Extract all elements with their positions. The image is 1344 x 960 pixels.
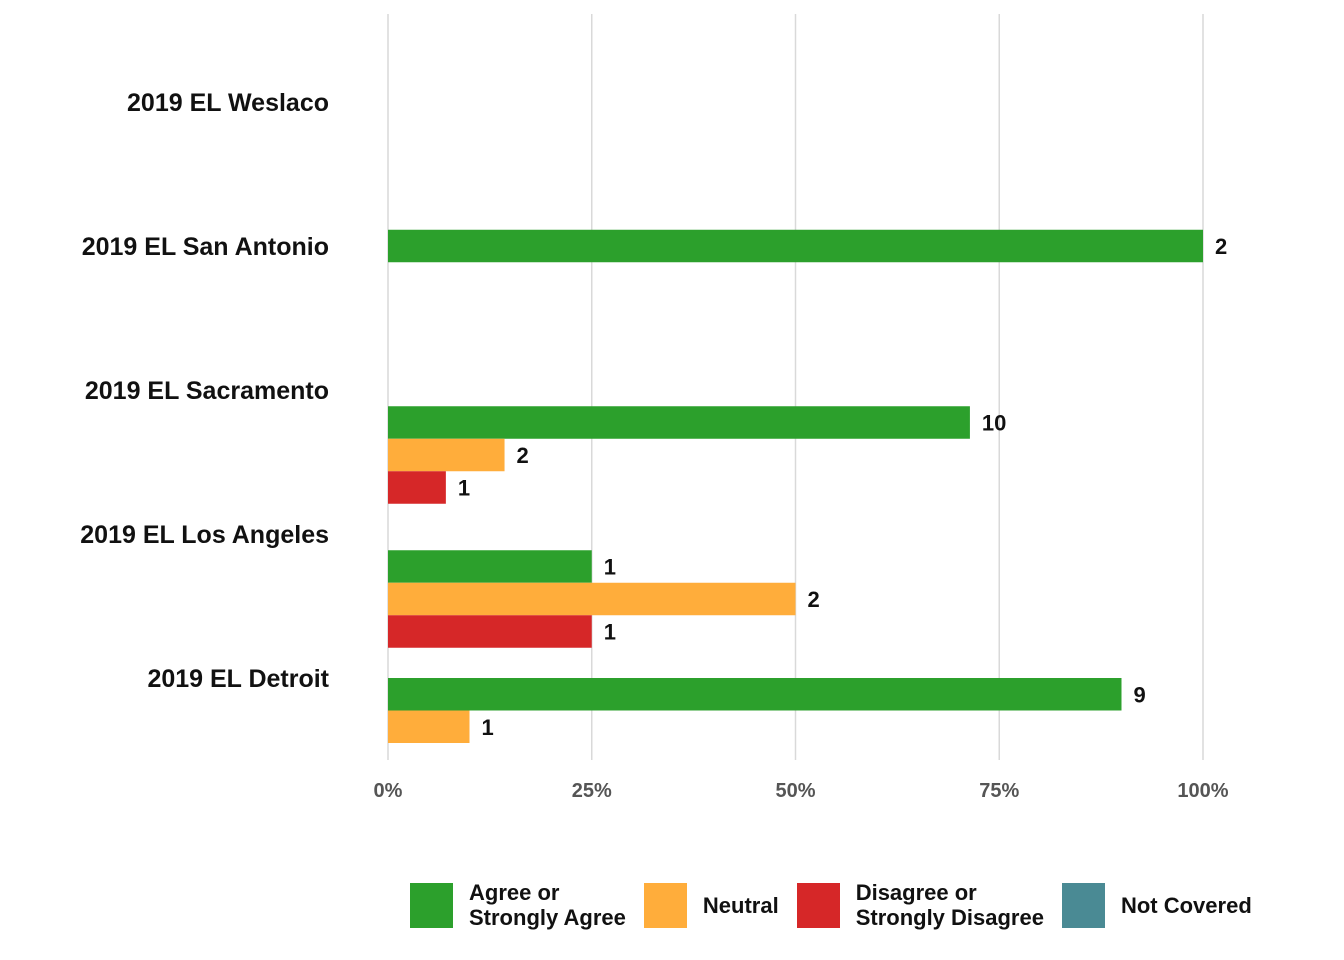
x-tick-label: 0%: [374, 780, 403, 802]
bar: [388, 615, 592, 648]
legend-label-not-covered: Not Covered: [1120, 892, 1252, 918]
legend-item-disagree: Disagree or Strongly Disagree: [796, 880, 1044, 930]
bar: [388, 678, 1122, 711]
category-label: 2019 EL Weslaco: [127, 89, 329, 117]
category-label: 2019 EL Detroit: [147, 665, 329, 693]
data-label: 1: [482, 715, 494, 740]
data-label: 2: [517, 443, 529, 468]
data-label: 2: [1215, 234, 1227, 259]
x-tick-label: 50%: [775, 780, 815, 802]
data-label: 1: [604, 620, 616, 645]
legend-label-disagree: Disagree or Strongly Disagree: [855, 880, 1044, 930]
x-tick-label: 25%: [572, 780, 612, 802]
bar: [388, 471, 446, 504]
bar: [388, 229, 1203, 263]
legend-item-agree: Agree or Strongly Agree: [410, 880, 626, 930]
category-label: 2019 EL Los Angeles: [80, 521, 329, 549]
legend-item-not-covered: Not Covered: [1061, 882, 1252, 928]
category-label: 2019 EL Sacramento: [85, 377, 329, 405]
data-label: 1: [604, 555, 616, 580]
data-label: 1: [458, 476, 470, 501]
legend-label-agree: Agree or Strongly Agree: [469, 880, 626, 930]
data-label: 9: [1134, 682, 1146, 707]
legend-swatch-disagree: [796, 882, 840, 928]
bar: [388, 582, 796, 616]
legend-item-neutral: Neutral: [643, 882, 779, 928]
legend-label-neutral: Neutral: [702, 892, 779, 918]
category-label: 2019 EL San Antonio: [82, 233, 329, 261]
bar: [388, 438, 505, 472]
legend-swatch-not-covered: [1061, 882, 1105, 928]
data-label: 10: [982, 411, 1006, 436]
bar: [388, 406, 970, 439]
bar: [388, 710, 470, 743]
legend-swatch-agree: [410, 882, 453, 928]
bar: [388, 550, 592, 583]
legend-swatch-neutral: [643, 882, 687, 928]
x-tick-label: 100%: [1177, 780, 1228, 802]
x-tick-label: 75%: [979, 780, 1019, 802]
data-label: 2: [808, 587, 820, 612]
legend: Agree or Strongly Agree Neutral Disagree…: [410, 880, 1270, 930]
